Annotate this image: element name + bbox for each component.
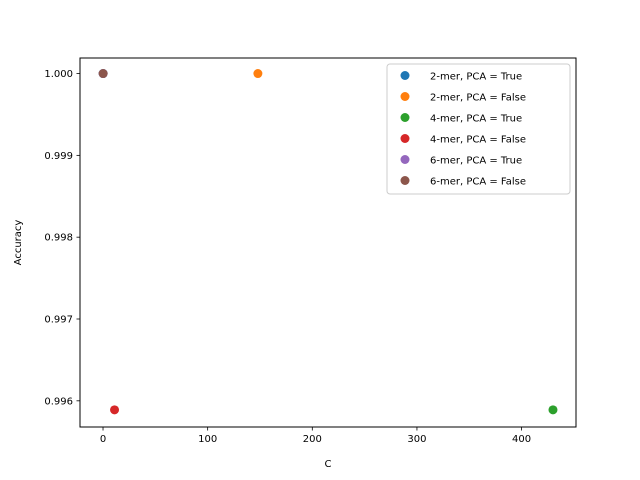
y-tick-label: 0.997 [44,315,73,326]
legend-label: 6-mer, PCA = True [430,156,522,167]
legend-marker [400,71,410,80]
axis-ticks: 0 100 200 300 400 0.996 0.997 0.998 0.999 1.000 [44,69,531,445]
x-axis-label: C [325,459,332,470]
y-tick-label: 1.000 [44,69,73,80]
legend-marker [400,134,410,143]
legend-label: 4-mer, PCA = False [430,135,526,146]
x-tick-label: 100 [198,434,217,445]
legend: 2-mer, PCA = True 2-mer, PCA = False 4-mer… [386,63,571,195]
legend-label: 4-mer, PCA = True [430,114,522,125]
y-tick-label: 0.996 [44,396,73,407]
y-tick-label: 0.999 [44,151,73,162]
legend-label: 2-mer, PCA = True [430,72,522,83]
legend-label: 6-mer, PCA = False [430,177,526,188]
scatter-point [548,405,558,415]
x-tick-label: 300 [407,434,426,445]
x-tick-label: 400 [512,434,531,445]
plot-frame [79,57,577,428]
x-tick-label: 200 [303,434,322,445]
legend-marker [400,113,410,122]
legend-marker [400,92,410,101]
y-tick-label: 0.998 [44,233,73,244]
scatter-point [98,69,108,79]
legend-label: 2-mer, PCA = False [430,93,526,104]
scatter-point [110,405,120,415]
legend-marker [400,155,410,164]
x-tick-label: 0 [100,434,106,445]
legend-frame [386,63,571,195]
y-axis-label: Accuracy [13,220,24,266]
legend-marker [400,176,410,185]
scatter-point [253,69,263,79]
data-points [98,69,558,415]
